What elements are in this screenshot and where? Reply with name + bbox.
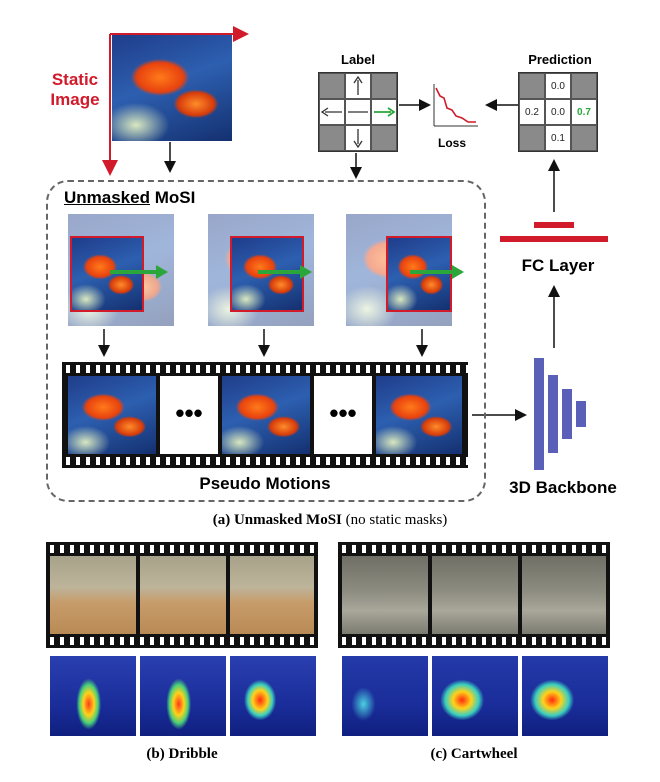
label-cell-up [345,73,371,99]
crop-group-2 [208,214,314,326]
loss-plot-icon [433,84,478,127]
arrow-backbone-to-fc [548,285,560,348]
down-arrow-icon [353,129,363,148]
cartwheel-heatmap-2 [432,656,518,736]
caption-a: (a) Unmasked MoSI (no static masks) [0,512,660,529]
label-title: Label [341,52,375,67]
label-cell [371,73,397,99]
film-frame-3 [376,376,462,454]
prediction-cell-down: 0.1 [545,125,571,151]
prediction-cell-center: 0.0 [545,99,571,125]
up-arrow-icon [353,76,363,95]
left-arrow-icon [321,107,342,117]
arrow-prediction-to-loss [485,99,518,111]
fc-layer-bar-small [534,222,574,228]
prediction-cell-right: 0.7 [571,99,597,125]
film-holes-top [338,545,610,553]
green-arrow-icon [410,265,464,279]
caption-a-rest: (no static masks) [341,512,448,528]
label-cell-center [345,99,371,125]
prediction-grid: 0.0 0.2 0.0 0.7 0.1 [518,72,598,152]
cartwheel-heatmap-1 [342,656,428,736]
fc-layer-bar-large [500,236,608,242]
film-frame-1 [68,376,156,454]
caption-b: (b) Dribble [146,746,218,762]
cartwheel-frame-1 [342,556,428,634]
cartwheel-film [338,542,610,648]
prediction-cell [519,73,545,99]
backbone-label: 3D Backbone [509,478,617,497]
film-holes-bottom [46,637,318,645]
dribble-heatmap-3 [230,656,316,736]
right-arrow-icon [374,107,395,117]
backbone-block-1 [534,358,544,470]
label-grid [318,72,398,152]
ellipsis-2: ••• [329,398,357,428]
label-cell-right [371,99,397,125]
label-cell-left [319,99,345,125]
mosi-title-rest: MoSI [149,188,196,207]
crop-group-1 [68,214,174,326]
pseudo-motion-film: ••• ••• [62,362,468,468]
prediction-title: Prediction [528,52,592,67]
film-holes-top [46,545,318,553]
film-frame-gap-1 [160,376,218,454]
arrow-label-to-loss [399,99,431,111]
prediction-cell [571,125,597,151]
prediction-cell [571,73,597,99]
static-image [112,35,232,141]
cartwheel-heatmap-3 [522,656,608,736]
arrow-label-down [350,153,362,179]
arrow-static-to-mosi [164,142,176,173]
pseudo-motions-label: Pseudo Motions [199,474,331,493]
backbone-block-4 [576,401,586,427]
empty-center-icon [348,111,368,113]
ellipsis-1: ••• [175,398,203,428]
backbone-block-2 [548,375,558,453]
film-holes-top [62,365,468,373]
arrow-fc-to-prediction [548,159,560,212]
dribble-heatmap-2 [140,656,226,736]
cartwheel-frame-3 [522,556,606,634]
label-cell-down [345,125,371,151]
dribble-heatmap-1 [50,656,136,736]
dribble-frame-1 [50,556,136,634]
arrow-crop2-down [258,329,270,357]
static-image-axes [102,26,249,176]
prediction-cell-left: 0.2 [519,99,545,125]
film-frame-2 [222,376,310,454]
arrow-crop1-down [98,329,110,357]
film-frame-gap-2 [314,376,372,454]
crop-group-3 [346,214,464,326]
caption-a-bold: (a) Unmasked MoSI [212,512,342,528]
label-cell [319,73,345,99]
dribble-frame-3 [230,556,314,634]
film-holes-bottom [62,457,468,465]
backbone-block-3 [562,389,572,439]
prediction-cell-up: 0.0 [545,73,571,99]
caption-c: (c) Cartwheel [430,746,518,762]
fc-layer-label: FC Layer [521,256,595,275]
dribble-film [46,542,318,648]
label-cell [319,125,345,151]
loss-label: Loss [438,136,467,150]
film-holes-bottom [338,637,610,645]
green-arrow-icon [110,265,168,279]
unmasked-mosi-box [46,180,486,502]
dribble-frame-2 [140,556,226,634]
mosi-title-underlined: Unmasked [64,188,150,207]
static-image-label: Static Image [50,70,100,109]
arrow-crop3-down [416,329,428,357]
prediction-cell [519,125,545,151]
green-arrow-icon [258,265,312,279]
label-cell [371,125,397,151]
arrow-film-to-backbone [472,409,527,421]
mosi-title: Unmasked MoSI [64,188,195,208]
cartwheel-frame-2 [432,556,518,634]
